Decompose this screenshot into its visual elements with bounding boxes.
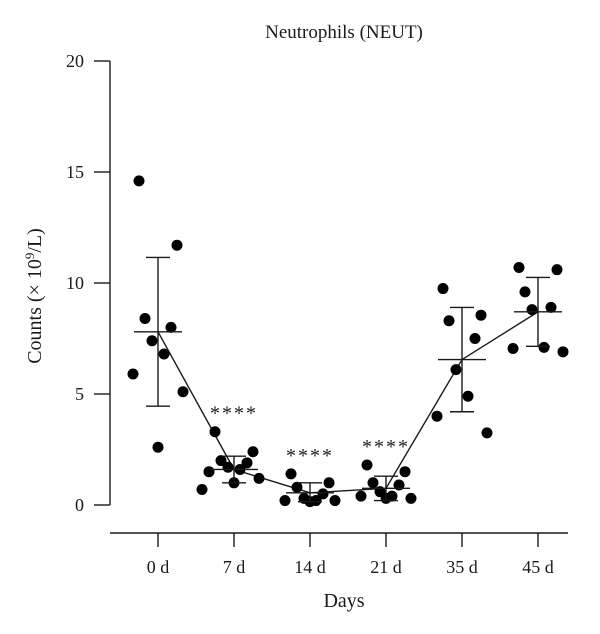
data-point [317,488,329,500]
x-tick-label: 14 d [294,557,326,577]
data-point [519,286,531,298]
data-point [329,495,341,507]
data-point [203,466,215,478]
data-point [279,495,291,507]
data-point [481,427,493,439]
data-point [241,457,253,469]
data-point [165,321,177,333]
data-point [209,426,221,438]
data-point [152,441,164,453]
x-tick-label: 7 d [223,557,246,577]
data-point [462,390,474,402]
data-point [551,264,563,276]
data-point [557,346,569,358]
y-tick-label: 10 [66,273,84,293]
data-point [475,309,487,321]
y-axis-title-exponent: 9 [22,253,37,260]
x-tick-label: 0 d [147,557,170,577]
data-point [545,301,557,313]
data-point [291,481,303,493]
data-point [146,335,158,347]
data-point [133,175,145,187]
data-point [222,461,234,473]
data-point [450,364,462,376]
data-point [399,466,411,478]
group-21d: **** [355,436,417,504]
y-tick-label: 20 [66,51,84,71]
group-35d [431,283,493,439]
y-axis-title-prefix: Counts (× 10 [24,259,46,364]
data-point [158,348,170,360]
x-axis-title: Days [323,590,364,612]
x-axis: 0 d 7 d 14 d 21 d 35 d 45 d [110,532,568,577]
y-tick-label: 15 [66,162,84,182]
data-point [355,490,367,502]
x-tick-label: 21 d [370,557,402,577]
chart-title: Neutrophils (NEUT) [265,22,423,43]
x-tick-label: 35 d [446,557,478,577]
data-point [285,468,297,480]
y-tick-label: 5 [75,384,84,404]
data-point [139,313,151,325]
data-point [323,477,335,489]
data-point [405,492,417,504]
data-point [215,455,227,467]
significance-label: **** [210,403,258,425]
significance-label: **** [362,436,410,458]
x-tick-label: 45 d [522,557,554,577]
data-point [177,386,189,398]
group-0d [127,175,189,453]
data-point [526,304,538,316]
y-axis: 0 5 10 15 20 [66,51,111,515]
data-point [513,261,525,273]
mean-line [157,311,539,494]
data-point [443,315,455,327]
data-point [538,341,550,353]
data-point [469,333,481,344]
data-point [361,459,373,471]
group-45d [507,261,569,358]
data-point [507,342,519,354]
data-point [367,477,379,489]
y-axis-title-suffix: /L) [24,228,46,252]
data-point [431,410,443,422]
data-point [437,283,449,295]
group-14d: **** [279,445,341,508]
group-markers: **** **** **** [127,175,569,508]
data-point [196,483,208,495]
group-7d: **** [196,403,265,495]
data-point [127,368,139,380]
data-point [253,472,265,484]
mean-trend-line [157,311,539,494]
data-point [247,446,259,458]
data-point [171,239,183,251]
significance-label: **** [286,445,334,467]
y-axis-title: Counts (× 109/L) [22,228,47,364]
y-tick-label: 0 [75,495,84,515]
